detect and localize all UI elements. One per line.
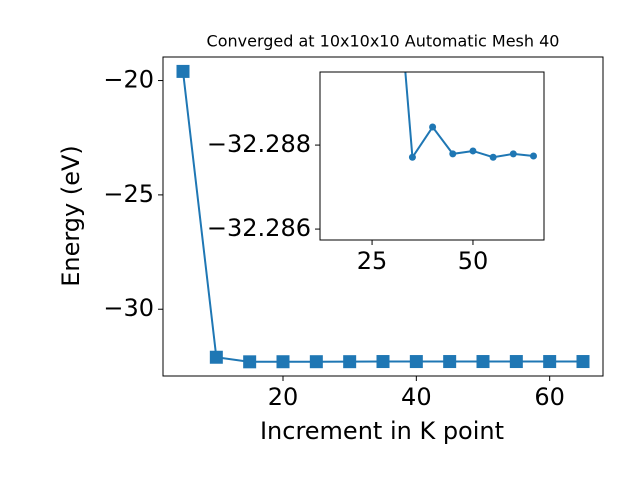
marker: [408, 153, 416, 161]
marker: [343, 355, 357, 369]
marker: [530, 152, 538, 160]
marker: [443, 355, 457, 369]
y-axis-label: Energy (eV): [57, 145, 85, 287]
marker: [449, 150, 457, 158]
chart-title: Converged at 10x10x10 Automatic Mesh 40: [207, 32, 560, 51]
y-tick-label: −32.286: [207, 214, 311, 242]
y-tick-label: −30: [103, 294, 154, 322]
x-tick-label: 50: [458, 247, 489, 275]
marker: [469, 147, 477, 155]
marker: [243, 355, 257, 369]
axes-frame: [319, 71, 545, 241]
marker: [409, 355, 423, 369]
plot-area: [176, 64, 590, 369]
marker: [489, 153, 497, 161]
marker: [209, 350, 223, 364]
marker: [509, 355, 523, 369]
marker: [276, 355, 290, 369]
x-axis-label: Increment in K point: [260, 417, 504, 445]
marker: [429, 123, 437, 131]
marker: [509, 150, 517, 158]
x-tick-label: 20: [268, 383, 299, 411]
marker: [476, 355, 490, 369]
marker: [176, 64, 190, 78]
y-tick-label: −25: [103, 180, 154, 208]
plot-area: [404, 72, 538, 161]
x-tick-label: 40: [401, 383, 432, 411]
marker: [576, 355, 590, 369]
y-tick-label: −20: [103, 66, 154, 94]
marker: [309, 355, 323, 369]
marker: [376, 355, 390, 369]
y-tick-label: −32.288: [207, 130, 311, 158]
axes-frame: [162, 56, 604, 377]
x-tick-label: 60: [534, 383, 565, 411]
x-tick-label: 25: [357, 247, 388, 275]
marker: [543, 355, 557, 369]
